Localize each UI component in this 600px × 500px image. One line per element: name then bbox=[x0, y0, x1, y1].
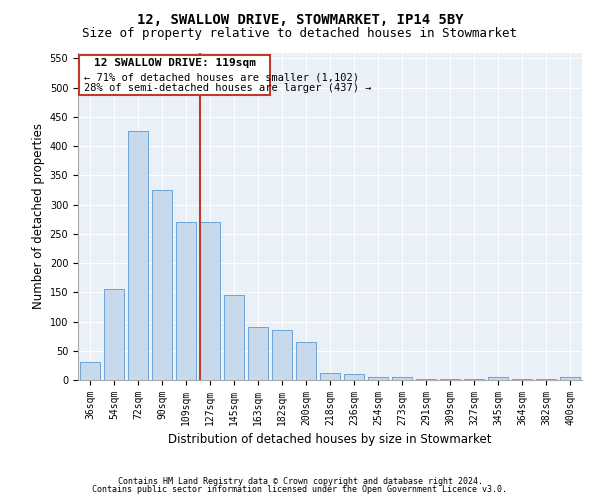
Text: 28% of semi-detached houses are larger (437) →: 28% of semi-detached houses are larger (… bbox=[84, 84, 371, 94]
Bar bbox=[152, 190, 172, 380]
Bar bbox=[79, 55, 270, 95]
Y-axis label: Number of detached properties: Number of detached properties bbox=[32, 123, 46, 309]
Bar bbox=[368, 377, 388, 380]
Bar bbox=[248, 328, 268, 380]
Bar bbox=[512, 379, 532, 380]
Bar bbox=[344, 374, 364, 380]
Bar bbox=[296, 342, 316, 380]
Bar bbox=[176, 222, 196, 380]
Text: Size of property relative to detached houses in Stowmarket: Size of property relative to detached ho… bbox=[83, 28, 517, 40]
Text: ← 71% of detached houses are smaller (1,102): ← 71% of detached houses are smaller (1,… bbox=[84, 72, 359, 83]
Bar bbox=[104, 290, 124, 380]
Text: 12 SWALLOW DRIVE: 119sqm: 12 SWALLOW DRIVE: 119sqm bbox=[94, 58, 256, 68]
Bar bbox=[416, 379, 436, 380]
Bar bbox=[128, 132, 148, 380]
Text: Contains HM Land Registry data © Crown copyright and database right 2024.: Contains HM Land Registry data © Crown c… bbox=[118, 477, 482, 486]
Bar bbox=[536, 379, 556, 380]
Bar bbox=[392, 377, 412, 380]
Bar bbox=[224, 295, 244, 380]
Text: Contains public sector information licensed under the Open Government Licence v3: Contains public sector information licen… bbox=[92, 485, 508, 494]
Bar bbox=[560, 377, 580, 380]
Bar bbox=[80, 362, 100, 380]
Text: 12, SWALLOW DRIVE, STOWMARKET, IP14 5BY: 12, SWALLOW DRIVE, STOWMARKET, IP14 5BY bbox=[137, 12, 463, 26]
Bar bbox=[272, 330, 292, 380]
Bar bbox=[464, 379, 484, 380]
Bar bbox=[200, 222, 220, 380]
Bar bbox=[440, 379, 460, 380]
X-axis label: Distribution of detached houses by size in Stowmarket: Distribution of detached houses by size … bbox=[168, 434, 492, 446]
Bar bbox=[488, 377, 508, 380]
Bar bbox=[320, 373, 340, 380]
